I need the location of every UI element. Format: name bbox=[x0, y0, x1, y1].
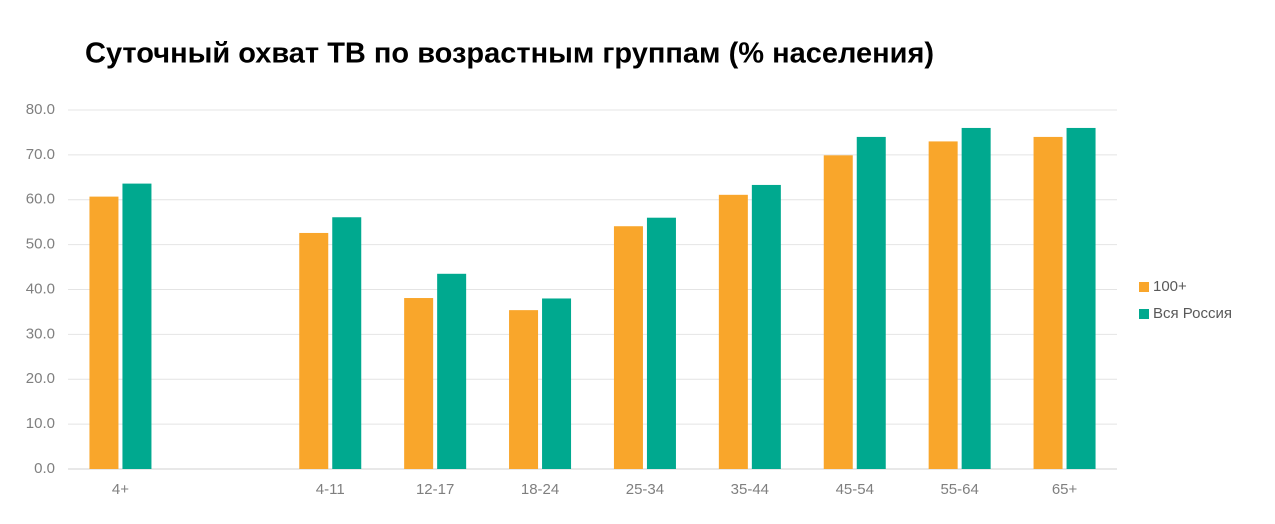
bar bbox=[613, 226, 643, 469]
bar bbox=[856, 136, 886, 470]
chart-title: Суточный охват ТВ по возрастным группам … bbox=[85, 38, 934, 70]
bar bbox=[437, 273, 467, 469]
x-tick-label: 45-54 bbox=[836, 481, 874, 498]
bar bbox=[928, 141, 958, 469]
bar bbox=[961, 127, 991, 469]
legend-swatch bbox=[1139, 309, 1149, 319]
y-tick-label: 10.0 bbox=[26, 415, 55, 432]
y-tick-label: 70.0 bbox=[26, 146, 55, 163]
bar bbox=[509, 310, 539, 469]
bar bbox=[823, 155, 853, 470]
bar bbox=[1033, 136, 1063, 470]
bar bbox=[646, 217, 676, 469]
y-tick-label: 40.0 bbox=[26, 280, 55, 297]
bar bbox=[718, 194, 748, 469]
bar bbox=[332, 217, 362, 469]
y-tick-label: 30.0 bbox=[26, 325, 55, 342]
legend-swatch bbox=[1139, 282, 1149, 292]
y-tick-label: 60.0 bbox=[26, 191, 55, 208]
bar bbox=[1066, 127, 1096, 469]
legend-label: 100+ bbox=[1153, 278, 1187, 295]
bar bbox=[89, 196, 119, 469]
bar bbox=[299, 232, 329, 469]
y-tick-label: 0.0 bbox=[34, 460, 55, 477]
x-tick-label: 35-44 bbox=[731, 481, 769, 498]
y-tick-label: 50.0 bbox=[26, 236, 55, 253]
x-tick-label: 65+ bbox=[1052, 481, 1078, 498]
x-tick-label: 18-24 bbox=[521, 481, 559, 498]
y-tick-label: 80.0 bbox=[26, 101, 55, 118]
x-tick-label: 4+ bbox=[112, 481, 129, 498]
bar bbox=[122, 183, 152, 469]
x-tick-label: 25-34 bbox=[626, 481, 664, 498]
bar bbox=[542, 298, 572, 469]
x-tick-label: 12-17 bbox=[416, 481, 454, 498]
x-tick-label: 4-11 bbox=[316, 481, 345, 498]
x-tick-label: 55-64 bbox=[940, 481, 978, 498]
legend-label: Вся Россия bbox=[1153, 305, 1232, 322]
y-tick-label: 20.0 bbox=[26, 370, 55, 387]
bar bbox=[751, 184, 781, 469]
bar bbox=[404, 298, 434, 469]
